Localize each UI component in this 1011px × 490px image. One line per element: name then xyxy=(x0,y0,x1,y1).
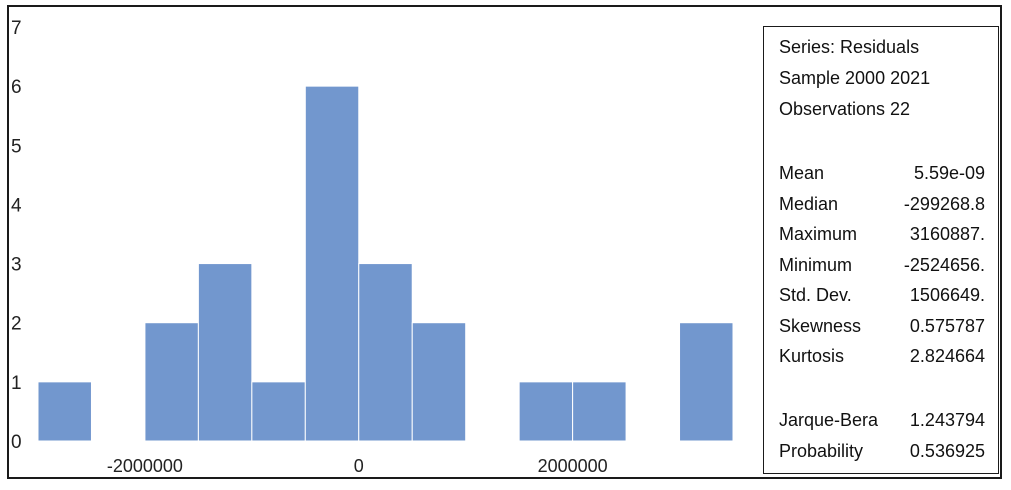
y-tick-label: 4 xyxy=(11,195,22,216)
stat-label: Maximum xyxy=(779,224,858,244)
x-tick-label: -2000000 xyxy=(107,456,183,476)
stat-label: Skewness xyxy=(779,315,862,336)
histogram-bar xyxy=(37,381,92,442)
histogram-bar xyxy=(251,381,306,442)
histogram-bars xyxy=(37,85,734,442)
histogram-bar xyxy=(197,263,253,442)
stat-label: Probability xyxy=(779,440,864,461)
x-tick-label: 2000000 xyxy=(538,456,608,476)
histogram-bar xyxy=(518,381,574,442)
stat-row: Skewness 0.575787 xyxy=(779,316,985,340)
y-tick-label: 0 xyxy=(11,432,22,453)
histogram-bar xyxy=(572,381,627,442)
stat-row: Probability 0.536925 xyxy=(779,441,985,465)
stat-value: 2.824664 xyxy=(909,346,985,366)
stat-value: 3160887. xyxy=(909,224,985,244)
x-tick-label: 0 xyxy=(354,456,364,476)
stat-label: Jarque-Bera xyxy=(779,410,879,430)
statistics-panel: Series: Residuals Sample 2000 2021 Obser… xyxy=(763,26,999,474)
stat-row: Median -299268.8 xyxy=(779,194,985,218)
y-tick-label: 5 xyxy=(11,136,22,157)
stat-value: 0.536925 xyxy=(909,440,985,461)
stat-row: Std. Dev. 1506649. xyxy=(779,285,985,309)
stat-value: -299268.8 xyxy=(903,193,985,214)
stat-label: Kurtosis xyxy=(779,346,845,366)
stat-label: Mean xyxy=(779,163,825,183)
stat-label: Std. Dev. xyxy=(779,285,852,305)
y-tick-label: 2 xyxy=(11,314,22,335)
stat-value: 5.59e-09 xyxy=(913,163,985,183)
sample-label: Sample 2000 2021 xyxy=(779,68,931,88)
stat-row: Maximum 3160887. xyxy=(779,224,985,248)
histogram-bar xyxy=(358,263,413,442)
stat-value: 0.575787 xyxy=(909,315,985,336)
histogram-bar xyxy=(144,322,199,442)
y-axis-ticks: 0 1 2 3 4 5 6 7 xyxy=(11,18,22,453)
stat-value: 1506649. xyxy=(909,285,985,305)
y-tick-label: 1 xyxy=(11,373,22,394)
histogram-bar xyxy=(411,322,467,442)
stat-value: -2524656. xyxy=(903,254,985,275)
x-axis-ticks: -2000000 0 2000000 xyxy=(107,456,608,476)
y-tick-label: 3 xyxy=(11,255,22,276)
stat-row: Jarque-Bera 1.243794 xyxy=(779,410,985,434)
observations-label: Observations 22 xyxy=(779,99,911,119)
stat-row: Mean 5.59e-09 xyxy=(779,163,985,187)
y-tick-label: 7 xyxy=(11,18,22,39)
histogram-bar xyxy=(304,85,360,442)
stat-label: Minimum xyxy=(779,254,853,275)
series-label: Series: Residuals xyxy=(779,37,920,57)
y-tick-label: 6 xyxy=(11,77,22,98)
stat-value: 1.243794 xyxy=(909,410,985,430)
stat-row: Minimum -2524656. xyxy=(779,255,985,279)
stat-row: Kurtosis 2.824664 xyxy=(779,346,985,370)
stat-label: Median xyxy=(779,193,839,214)
histogram-bar xyxy=(679,322,734,442)
